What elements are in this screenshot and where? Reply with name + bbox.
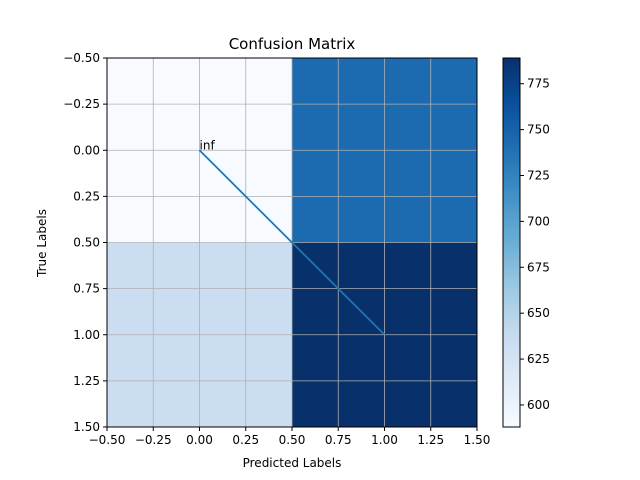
- y-tick-label-5: 0.75: [73, 282, 100, 296]
- y-tick-label-6: 1.00: [73, 328, 100, 342]
- x-tick-label-2: 0.00: [186, 433, 213, 447]
- y-tick-label-2: 0.00: [73, 143, 100, 157]
- x-tick-label-5: 0.75: [325, 433, 352, 447]
- colorbar-tick-label-7: 775: [527, 77, 550, 91]
- x-tick-label-0: −0.50: [89, 433, 126, 447]
- x-tick-label-4: 0.50: [279, 433, 306, 447]
- y-axis-label: True Labels: [35, 209, 49, 278]
- colorbar: 600 625 650 675 700 725 750 775: [502, 57, 550, 428]
- colorbar-tick-label-2: 650: [527, 306, 550, 320]
- x-axis-label: Predicted Labels: [243, 456, 342, 470]
- colorbar-tick-label-3: 675: [527, 260, 550, 274]
- colorbar-tick-label-6: 750: [527, 123, 550, 137]
- overlay-line: [198, 149, 386, 336]
- x-tick-label-3: 0.25: [232, 433, 259, 447]
- annotation-inf: inf: [200, 138, 216, 152]
- y-tick-label-3: 0.25: [73, 189, 100, 203]
- x-tick-label-6: 1.00: [371, 433, 398, 447]
- colorbar-tick-label-1: 625: [527, 352, 550, 366]
- y-tick-label-7: 1.25: [73, 374, 100, 388]
- overlay-line-group: inf: [198, 138, 386, 336]
- colorbar-tick-label-0: 600: [527, 398, 550, 412]
- y-tick-label-0: −0.50: [63, 51, 100, 65]
- colorbar-tick-label-5: 725: [527, 168, 550, 182]
- y-tick-label-4: 0.50: [73, 236, 100, 250]
- axes: −0.50 −0.25 0.00 0.25 0.50 0.75 1.00 1.25 1.50−0…: [63, 51, 490, 447]
- y-tick-label-1: −0.25: [63, 97, 100, 111]
- x-tick-label-1: −0.25: [135, 433, 172, 447]
- chart-title: Confusion Matrix: [229, 35, 356, 53]
- colorbar-bar: [502, 57, 521, 428]
- colorbar-tick-label-4: 700: [527, 214, 550, 228]
- x-tick-label-7: 1.25: [417, 433, 444, 447]
- y-tick-label-8: 1.50: [73, 420, 100, 434]
- x-tick-label-8: 1.50: [464, 433, 491, 447]
